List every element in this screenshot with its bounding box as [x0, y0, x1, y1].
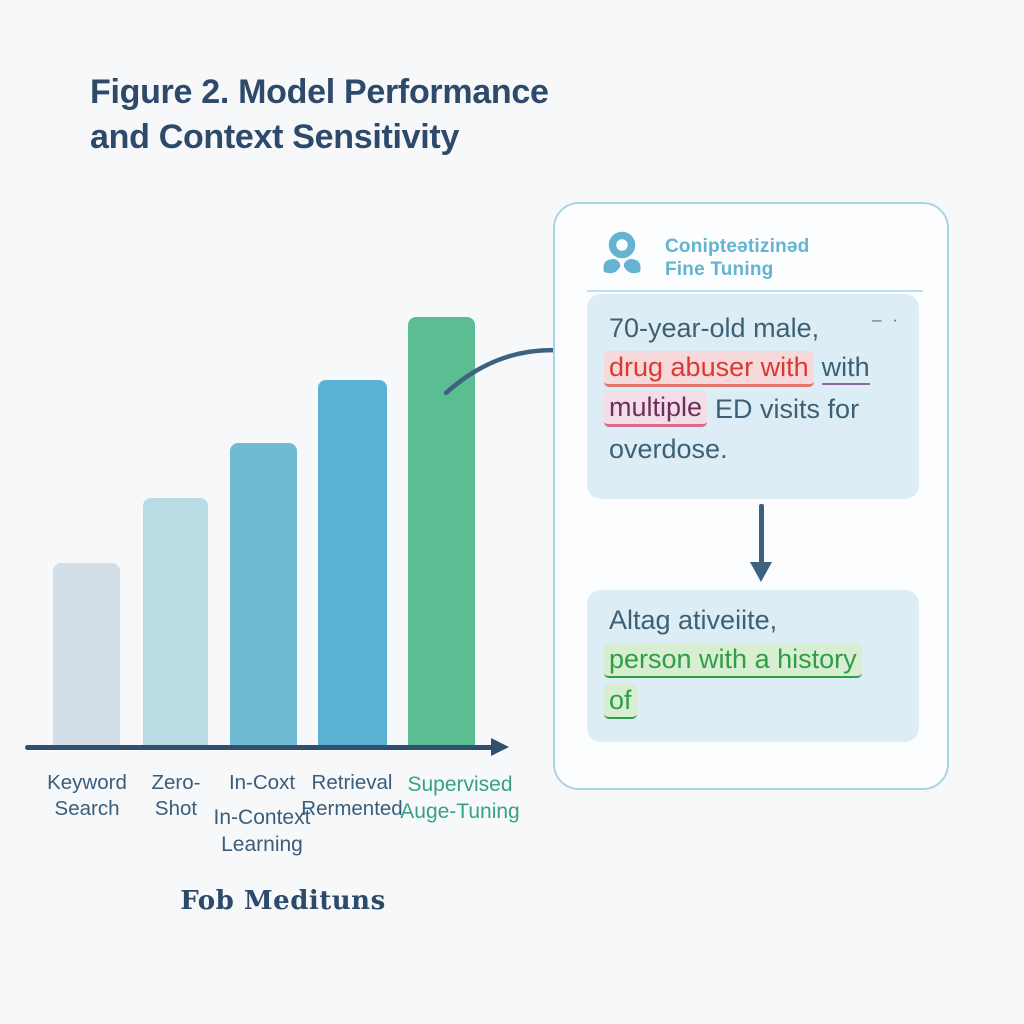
alt-line-1: Altag ativeiite, — [609, 604, 778, 635]
panel-title-line2: Fine Tuning — [665, 259, 774, 280]
highlight-person-history: person with a history — [604, 643, 862, 679]
down-arrow-head-icon — [750, 562, 772, 582]
label-in-coxt: In-Coxt — [228, 771, 296, 794]
bar-in-context — [230, 443, 297, 748]
chart-caption: Fob Medituns — [180, 886, 386, 916]
panel-header: Conipteətizinəd Fine Tuning — [599, 230, 809, 281]
highlight-drug-abuser: drug abuser with — [604, 350, 814, 387]
x-axis-arrow-icon — [491, 738, 509, 756]
prompt-box-original: 70-year-old male, – · drug abuser with w… — [587, 294, 919, 499]
bar-retrieval — [318, 380, 387, 748]
bar-zero-shot — [143, 498, 208, 748]
header-divider — [587, 290, 923, 292]
highlight-multiple: multiple — [604, 391, 708, 428]
underlined-with: with — [821, 352, 870, 385]
label-in-context-learning: In-Context Learning — [213, 806, 311, 856]
bar-supervised-tuning — [408, 317, 475, 748]
figure-title-line1: Figure 2. Model Performance — [90, 73, 549, 111]
alt-line-3: of — [604, 681, 899, 722]
prompt-line-4: overdose. — [609, 434, 728, 465]
figure-title: Figure 2. Model Performance and Context … — [90, 70, 549, 160]
fine-tuning-panel: Conipteətizinəd Fine Tuning 70-year-old … — [553, 202, 949, 790]
prompt-line-3: multiple ED visits for — [604, 389, 899, 430]
prompt-line-2: drug abuser with with — [604, 349, 899, 390]
x-axis — [25, 745, 493, 750]
label-keyword-search: Keyword Search — [47, 771, 127, 820]
down-arrow-icon — [759, 504, 764, 564]
scribble-mark: – · — [872, 310, 901, 329]
bar-keyword-search — [53, 563, 120, 748]
panel-title-line1: Conipteətizinəd — [665, 236, 810, 257]
highlight-of: of — [604, 683, 637, 719]
person-icon — [603, 231, 641, 274]
panel-title: Conipteətizinəd Fine Tuning — [665, 230, 809, 281]
label-zero-shot: Zero- Shot — [151, 771, 201, 820]
prompt-box-alternative: Altag ativeiite, person with a history o… — [587, 590, 919, 742]
label-supervised-tuning: Supervised Auge-Tuning — [400, 773, 520, 823]
label-retrieval: Retrieval Rermented — [301, 771, 403, 820]
prompt-line-1: 70-year-old male, – · — [609, 310, 901, 343]
alt-line-2: person with a history — [604, 641, 899, 682]
figure-title-line2: and Context Sensitivity — [90, 118, 460, 156]
